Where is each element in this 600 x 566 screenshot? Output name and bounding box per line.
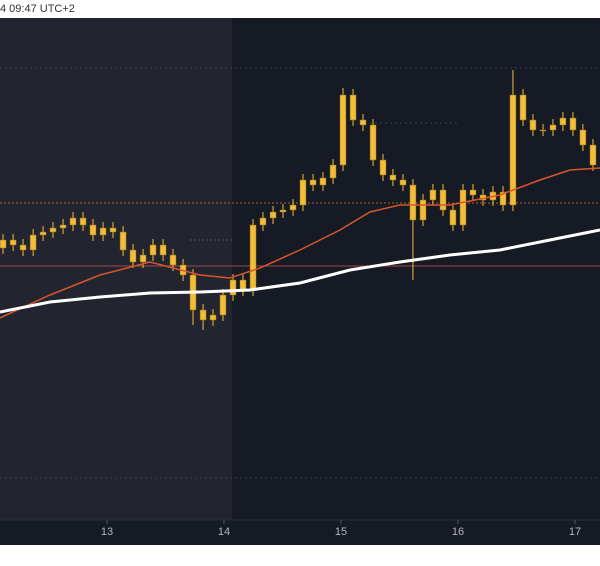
candle-body	[209, 314, 217, 321]
candle-body	[369, 124, 377, 161]
candle-body	[199, 309, 207, 321]
candle-body	[419, 199, 427, 221]
candle-body	[279, 209, 287, 213]
candle-body	[459, 189, 467, 226]
candle-body	[569, 117, 577, 131]
candle-body	[539, 129, 547, 132]
candle-body	[319, 177, 327, 186]
candle-body	[329, 164, 337, 179]
x-tick-label: 15	[335, 526, 347, 538]
candle-body	[359, 119, 367, 126]
candle-body	[449, 209, 457, 226]
candle-body	[229, 279, 237, 296]
candle-body	[79, 217, 87, 226]
candle-body	[399, 179, 407, 186]
candle-body	[19, 244, 27, 251]
candle-body	[249, 224, 257, 291]
x-tick-label: 13	[101, 526, 113, 538]
candle-body	[349, 94, 357, 121]
candle-body	[0, 239, 7, 249]
candle-body	[439, 189, 447, 211]
candle-body	[469, 189, 477, 196]
candle-body	[69, 217, 77, 226]
candle-body	[579, 129, 587, 146]
candle-body	[389, 174, 397, 181]
candle-body	[589, 144, 597, 166]
candle-body	[129, 249, 137, 263]
candle-body	[39, 231, 47, 236]
candle-body	[89, 224, 97, 236]
candle-body	[339, 94, 347, 166]
candle-body	[559, 117, 567, 126]
candle-body	[519, 94, 527, 121]
candle-body	[379, 159, 387, 176]
candle-body	[509, 94, 517, 206]
moving-average	[0, 228, 600, 314]
candle-body	[529, 119, 537, 131]
candle-body	[239, 279, 247, 291]
x-tick-label: 14	[218, 526, 230, 538]
candle-body	[269, 211, 277, 219]
candle-body	[109, 227, 117, 233]
candle-body	[429, 189, 437, 201]
x-tick-label: 16	[452, 526, 464, 538]
highlight-region	[0, 18, 232, 520]
candle-body	[149, 244, 157, 256]
candle-body	[219, 294, 227, 316]
candle-body	[309, 179, 317, 186]
candle-body	[499, 191, 507, 206]
candle-body	[29, 234, 37, 251]
candle-body	[259, 217, 267, 226]
candle-body	[9, 239, 17, 246]
moving-average	[0, 167, 600, 319]
chart-title: 4 09:47 UTC+2	[0, 3, 75, 15]
candle-body	[159, 244, 167, 256]
candle-body	[49, 227, 57, 233]
candle-body	[99, 227, 107, 236]
candle-body	[409, 184, 417, 221]
candle-body	[139, 254, 147, 263]
candle-body	[119, 231, 127, 251]
candle-body	[169, 254, 177, 266]
candle-body	[59, 224, 67, 229]
candle-body	[289, 204, 297, 211]
x-tick-label: 17	[569, 526, 581, 538]
candle-body	[549, 124, 557, 131]
candle-body	[299, 179, 307, 206]
